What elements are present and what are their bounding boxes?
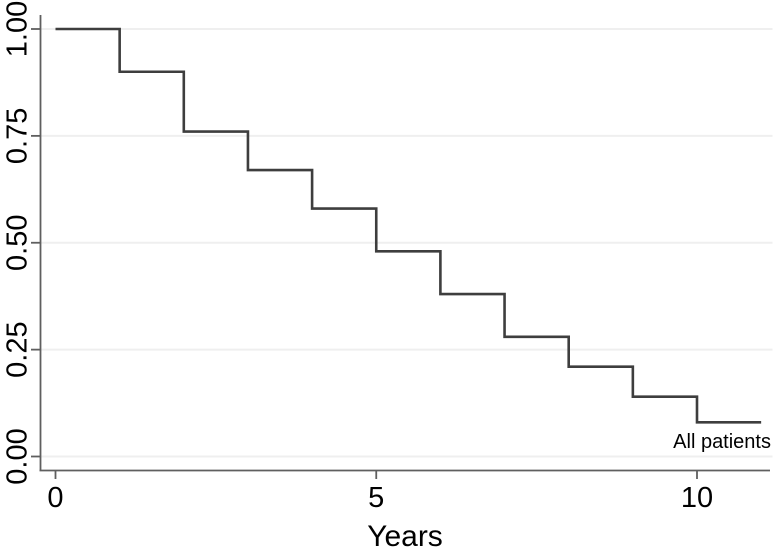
x-axis-title: Years: [367, 520, 443, 551]
x-tick-label: 5: [368, 482, 384, 514]
x-tick-label: 0: [47, 482, 63, 514]
x-tick-label: 10: [681, 482, 713, 514]
gridlines-group: [40, 28, 773, 458]
y-tick-label: 0.00: [2, 428, 34, 484]
tick-labels-group: 0.00 0.25 0.50 0.75 1.00 0 5 10: [2, 1, 714, 514]
y-tick-label: 1.00: [2, 1, 34, 57]
series-label: All patients: [673, 431, 771, 453]
survival-step-curve: [55, 27, 762, 424]
ticks-group: [31, 28, 698, 479]
y-tick-label: 0.50: [2, 215, 34, 271]
y-tick-label: 0.75: [2, 108, 34, 164]
y-tick-label: 0.25: [2, 321, 34, 377]
